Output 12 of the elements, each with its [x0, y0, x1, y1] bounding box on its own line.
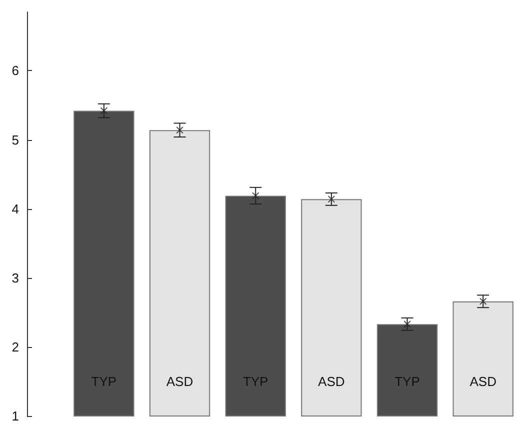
x-tick-label: TYP	[242, 374, 268, 389]
x-tick-label: ASD	[166, 374, 194, 389]
x-tick-label: TYP	[394, 374, 420, 389]
y-tick-label: 5	[12, 132, 19, 148]
x-tick-label: TYP	[91, 374, 117, 389]
y-tick-label: 1	[12, 408, 19, 424]
y-tick-label: 6	[12, 63, 19, 78]
y-tick-label: 4	[12, 201, 19, 216]
y-tick-label: 3	[12, 270, 19, 286]
x-tick-label: ASD	[470, 374, 496, 389]
x-tick-label: ASD	[318, 374, 345, 389]
y-tick-label: 2	[12, 339, 19, 354]
